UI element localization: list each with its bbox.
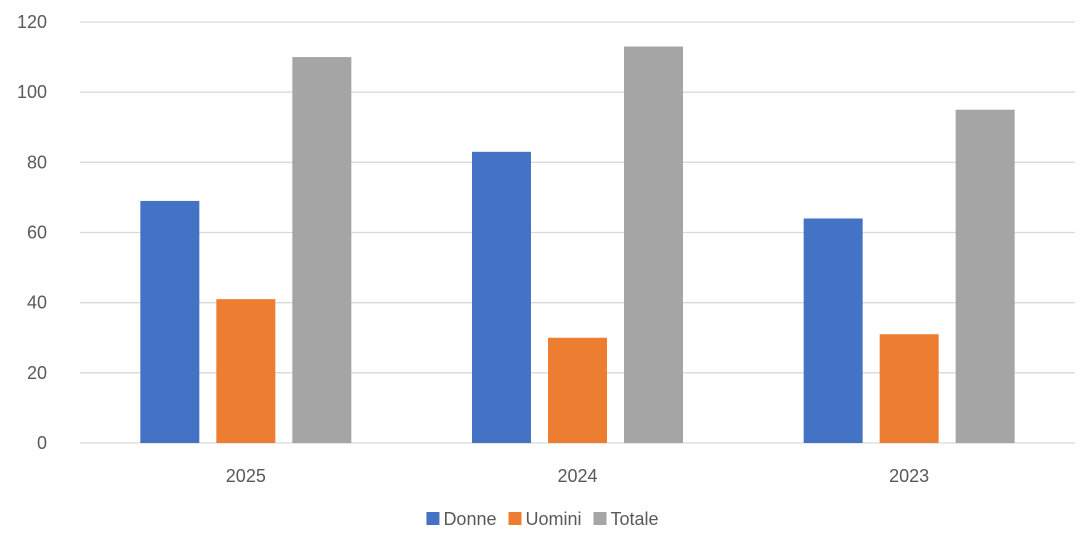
legend-item-uomini: Uomini	[508, 509, 582, 529]
legend-item-totale: Totale	[593, 509, 659, 529]
y-tick-label: 80	[27, 152, 47, 172]
y-tick-label: 40	[27, 293, 47, 313]
legend-item-donne: Donne	[426, 509, 496, 529]
bar-donne-2023	[803, 218, 863, 443]
legend-swatch	[426, 512, 440, 525]
y-tick-label: 0	[37, 433, 47, 453]
bar-donne-2024	[472, 151, 531, 443]
bar-uomini-2023	[879, 334, 939, 443]
bar-donne-2025	[140, 200, 200, 443]
bar-uomini-2024	[548, 337, 607, 443]
legend-label: Uomini	[525, 509, 581, 529]
y-tick-label: 100	[17, 82, 47, 102]
y-tick-label: 20	[27, 363, 47, 383]
bars	[140, 46, 1015, 443]
bar-totale-2024	[624, 46, 683, 443]
bar-totale-2023	[955, 109, 1015, 443]
legend-label: Totale	[611, 509, 659, 529]
y-tick-label: 60	[27, 223, 47, 243]
legend-swatch	[508, 512, 522, 525]
y-tick-label: 120	[17, 12, 47, 32]
legend: Donne Uomini Totale	[426, 509, 659, 529]
bar-uomini-2025	[216, 299, 276, 443]
x-tick-label: 2025	[226, 466, 266, 486]
y-axis: 0 20 40 60 80 100 120	[17, 12, 47, 453]
bar-totale-2025	[292, 57, 352, 443]
legend-label: Donne	[443, 509, 496, 529]
x-tick-label: 2024	[557, 466, 597, 486]
x-axis: 2025 2024 2023	[226, 466, 929, 486]
x-tick-label: 2023	[889, 466, 929, 486]
legend-swatch	[593, 512, 607, 525]
